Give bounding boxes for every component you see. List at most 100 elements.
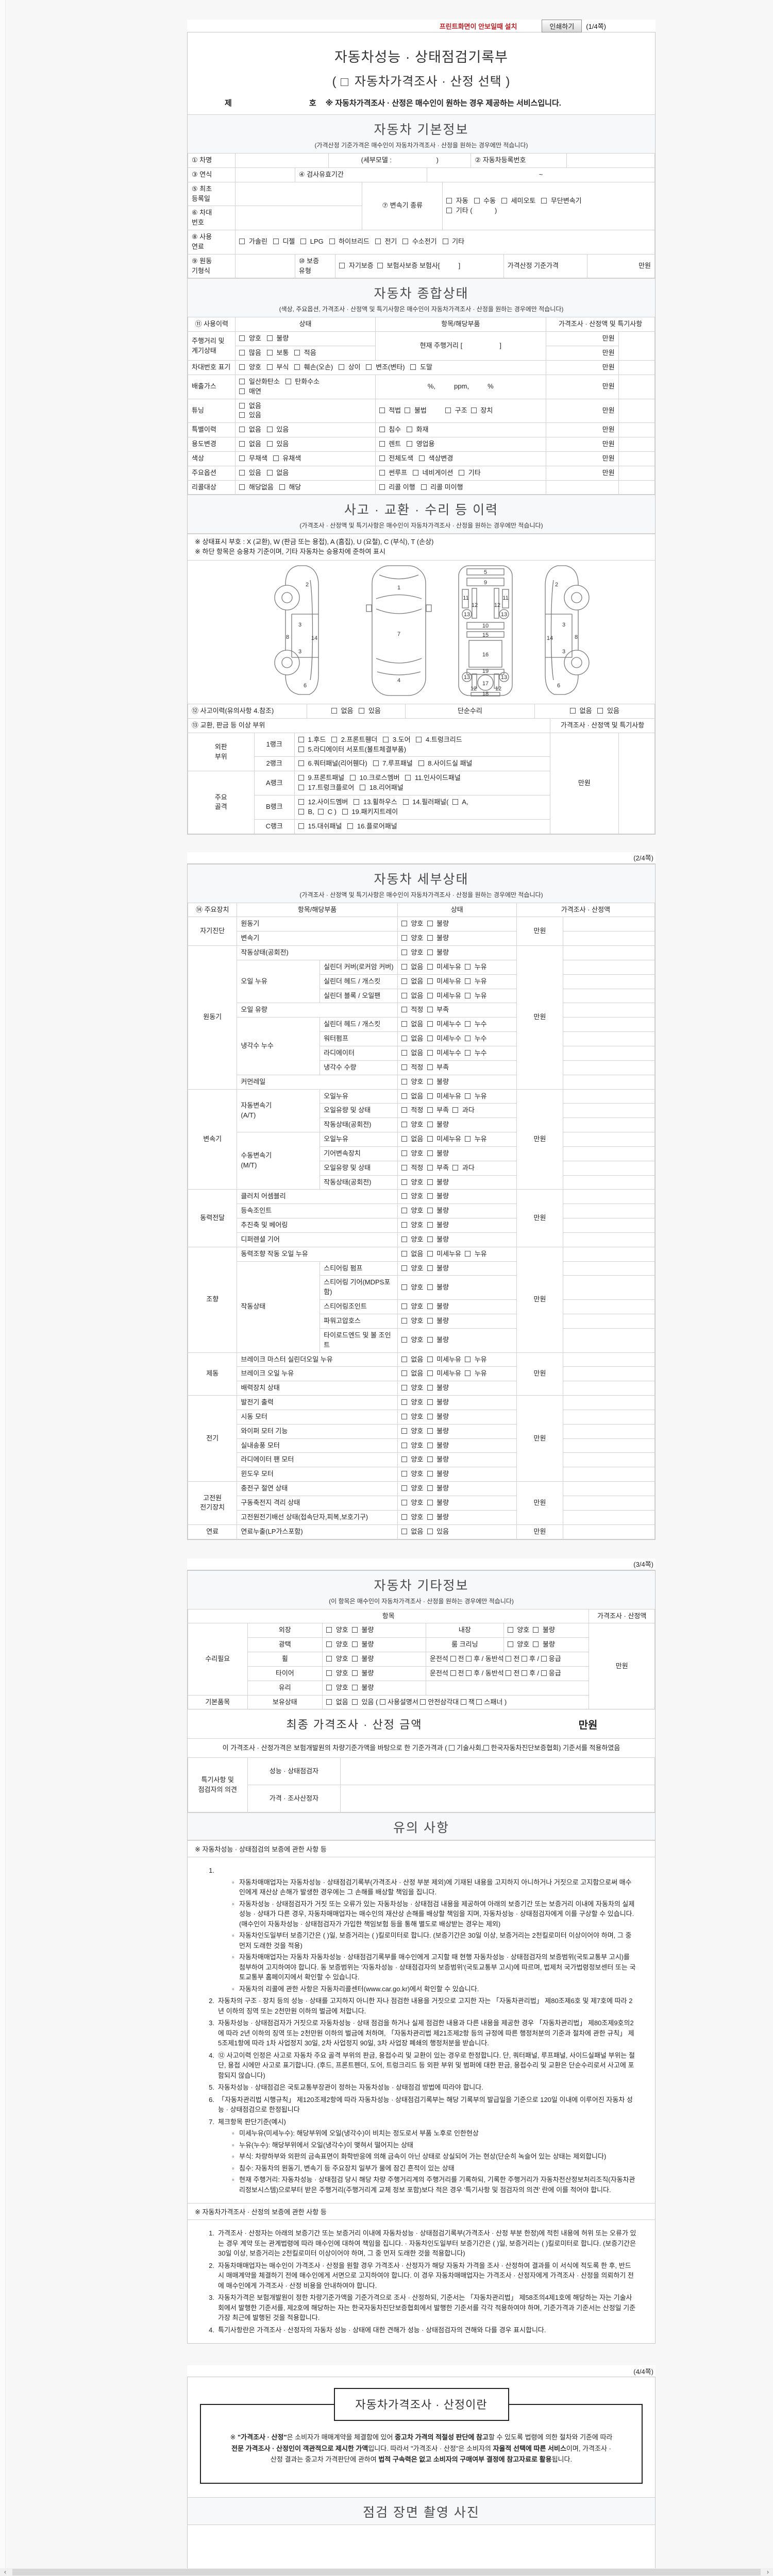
checkbox[interactable] (459, 469, 465, 476)
checkbox[interactable] (427, 963, 433, 970)
scroll-left-arrow[interactable]: ‹ (1, 2568, 9, 2576)
checkbox[interactable] (379, 427, 385, 433)
checkbox[interactable] (351, 1641, 358, 1648)
checkbox[interactable] (239, 455, 245, 461)
checkbox[interactable] (427, 1208, 433, 1214)
checkbox[interactable] (418, 760, 424, 767)
vertical-scrollbar-track[interactable] (0, 0, 6, 2576)
checkbox[interactable] (465, 1370, 471, 1377)
checkbox[interactable] (239, 364, 245, 370)
checkbox[interactable] (377, 263, 383, 269)
checkbox[interactable] (401, 1337, 407, 1343)
checkbox[interactable] (465, 1136, 471, 1142)
checkbox[interactable] (507, 1641, 513, 1648)
checkbox[interactable] (452, 1107, 459, 1113)
checkbox[interactable] (239, 469, 245, 476)
checkbox[interactable] (427, 1428, 433, 1434)
checkbox[interactable] (354, 799, 360, 805)
checkbox[interactable] (298, 775, 304, 781)
checkbox[interactable] (449, 1745, 455, 1751)
checkbox[interactable] (239, 350, 245, 356)
checkbox[interactable] (427, 1442, 433, 1448)
checkbox[interactable] (427, 978, 433, 984)
checkbox[interactable] (465, 992, 471, 998)
checkbox[interactable] (379, 1699, 385, 1705)
checkbox[interactable] (427, 1107, 433, 1113)
checkbox[interactable] (401, 1021, 407, 1027)
checkbox[interactable] (401, 1428, 407, 1434)
checkbox[interactable] (533, 1641, 539, 1648)
checkbox[interactable] (465, 1356, 471, 1362)
checkbox[interactable] (326, 1670, 332, 1676)
checkbox[interactable] (427, 1318, 433, 1324)
checkbox[interactable] (427, 1150, 433, 1156)
checkbox[interactable] (427, 1471, 433, 1477)
checkbox[interactable] (483, 1745, 489, 1751)
checkbox[interactable] (401, 1370, 407, 1377)
checkbox[interactable] (427, 1021, 433, 1027)
checkbox[interactable] (401, 1236, 407, 1242)
checkbox[interactable] (541, 198, 547, 204)
checkbox[interactable] (406, 427, 412, 433)
checkbox[interactable] (351, 1656, 358, 1662)
checkbox[interactable] (410, 364, 416, 370)
checkbox[interactable] (360, 785, 366, 791)
checkbox[interactable] (507, 1627, 513, 1633)
checkbox[interactable] (401, 1471, 407, 1477)
checkbox[interactable] (427, 1399, 433, 1405)
checkbox[interactable] (402, 799, 409, 805)
checkbox[interactable] (298, 746, 304, 752)
checkbox[interactable] (273, 455, 279, 461)
checkbox[interactable] (401, 1265, 407, 1271)
checkbox[interactable] (465, 1021, 471, 1027)
checkbox[interactable] (465, 1036, 471, 1042)
checkbox[interactable] (420, 1699, 426, 1705)
checkbox[interactable] (427, 1528, 433, 1534)
checkbox[interactable] (427, 1093, 433, 1099)
checkbox[interactable] (401, 1250, 407, 1257)
checkbox[interactable] (401, 1499, 407, 1505)
checkbox[interactable] (401, 1107, 407, 1113)
checkbox[interactable] (401, 1193, 407, 1199)
checkbox[interactable] (465, 1093, 471, 1099)
checkbox[interactable] (401, 1303, 407, 1310)
checkbox[interactable] (239, 412, 245, 418)
horizontal-scrollbar[interactable]: ‹ › (0, 2568, 773, 2576)
print-button[interactable]: 인쇄하기 (542, 19, 582, 32)
checkbox[interactable] (401, 1136, 407, 1142)
checkbox[interactable] (427, 1036, 433, 1042)
checkbox[interactable] (401, 1222, 407, 1228)
checkbox[interactable] (427, 1007, 433, 1013)
checkbox[interactable] (239, 239, 245, 245)
checkbox[interactable] (401, 1399, 407, 1405)
checkbox[interactable] (401, 1284, 407, 1290)
checkbox[interactable] (239, 335, 245, 342)
checkbox[interactable] (379, 455, 385, 461)
checkbox[interactable] (351, 1670, 358, 1676)
checkbox[interactable] (401, 1318, 407, 1324)
checkbox[interactable] (239, 484, 245, 490)
checkbox[interactable] (273, 239, 279, 245)
checkbox[interactable] (326, 1627, 332, 1633)
checkbox[interactable] (401, 992, 407, 998)
checkbox[interactable] (239, 427, 245, 433)
checkbox[interactable] (427, 1064, 433, 1070)
checkbox[interactable] (406, 441, 412, 447)
checkbox[interactable] (401, 1049, 407, 1056)
checkbox[interactable] (474, 198, 480, 204)
checkbox[interactable] (375, 239, 381, 245)
checkbox[interactable] (379, 407, 385, 413)
checkbox[interactable] (379, 484, 385, 490)
checkbox[interactable] (466, 1670, 472, 1676)
checkbox[interactable] (347, 823, 354, 829)
checkbox[interactable] (401, 950, 407, 956)
checkbox[interactable] (339, 364, 345, 370)
checkbox[interactable] (501, 198, 507, 204)
checkbox[interactable] (401, 1093, 407, 1099)
checkbox[interactable] (427, 1236, 433, 1242)
checkbox[interactable] (570, 708, 576, 714)
checkbox[interactable] (450, 1656, 456, 1662)
checkbox[interactable] (427, 1456, 433, 1463)
checkbox[interactable] (266, 441, 273, 447)
scroll-right-arrow[interactable]: › (764, 2568, 772, 2576)
